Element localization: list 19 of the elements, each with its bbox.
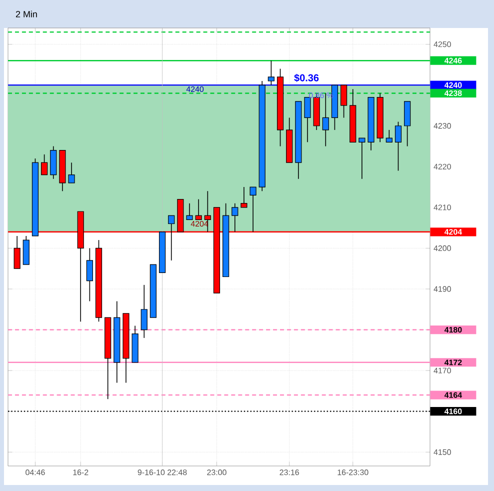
candlestick xyxy=(195,198,202,220)
candlestick xyxy=(68,162,75,184)
candlestick xyxy=(41,154,48,176)
candlestick xyxy=(240,186,248,208)
candlestick xyxy=(394,121,402,172)
candlestick xyxy=(14,236,20,269)
annotation: $0.36 xyxy=(294,74,319,82)
candlestick xyxy=(340,84,348,118)
candlestick xyxy=(186,202,193,220)
candlestick xyxy=(386,130,392,143)
candlestick xyxy=(358,138,366,180)
candlestick xyxy=(168,215,175,261)
candlestick xyxy=(232,202,238,232)
candlestick xyxy=(140,284,148,338)
candlestick xyxy=(250,186,256,232)
candlestick xyxy=(268,60,274,86)
chart-title: 2 Min xyxy=(16,10,37,18)
candlestick xyxy=(304,96,311,143)
candlestick xyxy=(86,248,93,302)
